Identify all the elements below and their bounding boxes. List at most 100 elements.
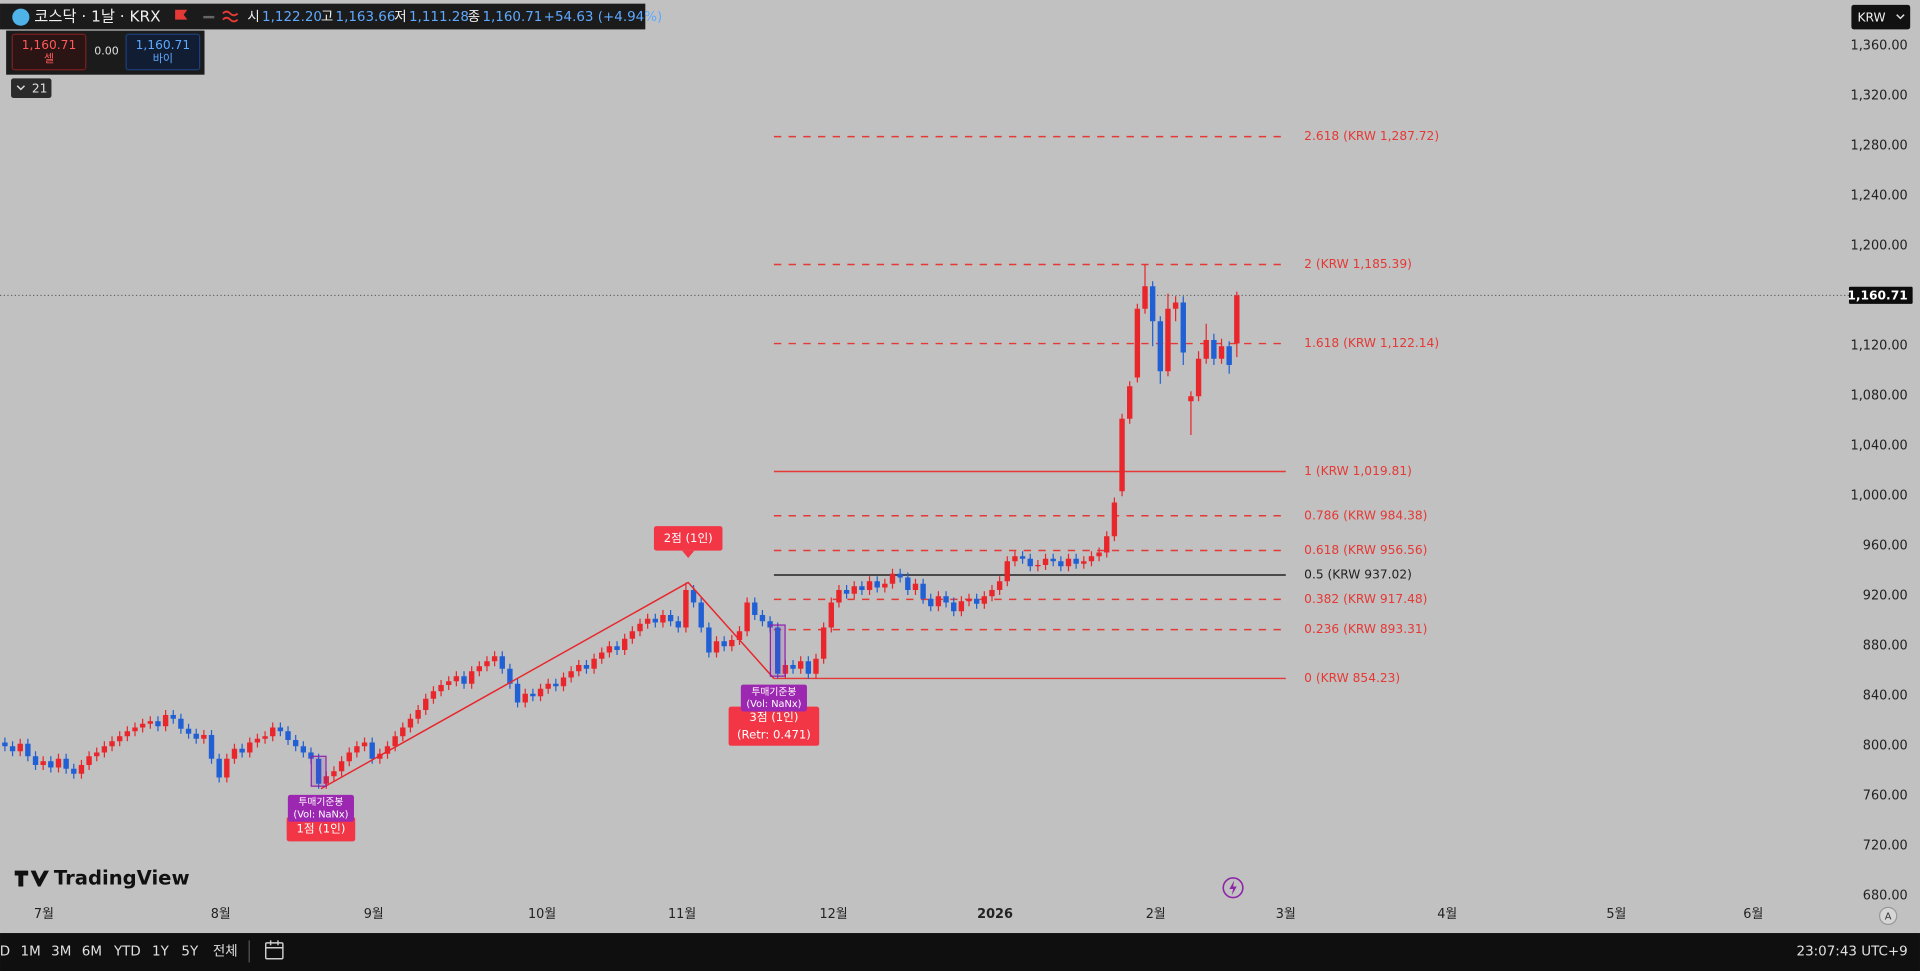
auto-scale-button[interactable] xyxy=(1878,906,1898,926)
candle-body xyxy=(759,614,766,622)
ohlc-label: 종 xyxy=(468,10,480,25)
currency-select[interactable] xyxy=(1851,4,1911,30)
candle-body xyxy=(882,583,888,588)
candle-body xyxy=(935,596,942,607)
flag-icon[interactable] xyxy=(175,9,188,20)
candle-body xyxy=(247,742,253,753)
marker-note: (Vol: NaNx) xyxy=(293,809,348,820)
candle-body xyxy=(1035,564,1041,567)
fib-level-label: 0 (KRW 854.23) xyxy=(1304,671,1400,685)
zigzag-label-pointer xyxy=(682,550,695,558)
candle-body xyxy=(193,733,199,739)
y-tick-label: 1,040.00 xyxy=(1851,439,1908,454)
candle-body xyxy=(499,656,505,669)
range-button[interactable]: 5Y xyxy=(181,944,199,959)
candle-body xyxy=(637,623,643,632)
candle-body xyxy=(874,581,880,588)
ohlc-value: 1,111.28 xyxy=(409,10,469,25)
marker-highlight xyxy=(310,755,327,787)
y-tick-label: 1,240.00 xyxy=(1851,189,1908,204)
candle-body xyxy=(576,664,582,672)
candle-body xyxy=(1012,556,1018,562)
x-tick-label: 4월 xyxy=(1437,907,1457,922)
candle-body xyxy=(430,691,437,699)
fib-level-label: 0.618 (KRW 956.56) xyxy=(1304,543,1427,557)
last-price-label: 1,160.71 xyxy=(1847,288,1907,302)
range-button[interactable]: 3M xyxy=(51,944,71,959)
candle-body xyxy=(545,683,551,689)
candle-body xyxy=(805,661,812,674)
candle-body xyxy=(208,734,215,759)
candle-body xyxy=(1096,552,1102,557)
candle-body xyxy=(155,721,161,727)
candle-body xyxy=(752,602,758,615)
y-tick-label: 680.00 xyxy=(1863,889,1908,904)
fib-level-label: 0.236 (KRW 893.31) xyxy=(1304,622,1427,636)
candle-body xyxy=(9,746,16,752)
candle-body xyxy=(78,764,85,774)
candle-body xyxy=(315,758,322,784)
candle-body xyxy=(491,656,498,662)
candle-body xyxy=(843,589,850,594)
x-tick-label: 5월 xyxy=(1606,907,1626,922)
symbol-title[interactable]: 코스닥 · 1날 · KRX xyxy=(34,8,160,26)
symbol-icon xyxy=(12,8,30,26)
range-button[interactable]: 전체 xyxy=(213,943,238,959)
candle-body xyxy=(614,646,620,650)
candle-body xyxy=(1188,396,1194,402)
candle-body xyxy=(2,742,8,747)
candle-body xyxy=(292,739,299,747)
sell-button[interactable] xyxy=(11,33,87,71)
candle-body xyxy=(644,618,651,624)
alert-icon[interactable] xyxy=(1222,877,1244,899)
last-price-tag xyxy=(1848,286,1913,304)
candle-body xyxy=(147,721,153,724)
candle-body xyxy=(1027,558,1033,567)
y-tick-label: 1,120.00 xyxy=(1851,339,1908,354)
candle-body xyxy=(32,756,39,765)
candle-body xyxy=(996,581,1003,590)
range-button[interactable]: 6M xyxy=(82,944,102,959)
candle-body xyxy=(1211,339,1217,359)
brand-name: TradingView xyxy=(54,867,190,890)
candle-body xyxy=(530,693,536,697)
candle-body xyxy=(1019,556,1026,559)
symbol-bar xyxy=(0,3,646,30)
compare-icon[interactable] xyxy=(222,10,239,23)
candle-body xyxy=(820,627,827,659)
candle-body xyxy=(1157,321,1164,372)
ohlc-value: 1,160.71 xyxy=(482,10,542,25)
candle-body xyxy=(55,758,62,768)
candle-body xyxy=(973,598,980,604)
buy-button[interactable] xyxy=(125,33,201,71)
calendar-button[interactable] xyxy=(264,942,284,960)
candle-body xyxy=(1142,286,1148,309)
range-button[interactable]: D xyxy=(0,944,10,959)
candle-body xyxy=(185,728,192,734)
candle-body xyxy=(270,727,276,737)
ohlc-value: 1,122.20 xyxy=(262,10,322,25)
indicators-toggle[interactable] xyxy=(11,78,52,98)
y-tick-label: 840.00 xyxy=(1863,689,1908,704)
candle-body xyxy=(40,761,46,765)
candle-body xyxy=(951,602,957,612)
candle-body xyxy=(813,658,819,674)
candle-body xyxy=(667,614,674,622)
candle-body xyxy=(721,641,727,647)
candle-body xyxy=(132,727,138,732)
range-button[interactable]: 1Y xyxy=(152,944,170,959)
zigzag-label-box xyxy=(653,526,723,551)
ohlc-label: 고 xyxy=(321,10,333,25)
candle-body xyxy=(162,714,169,727)
candle-body xyxy=(1134,308,1141,378)
range-button[interactable]: 1M xyxy=(21,944,41,959)
range-button[interactable]: YTD xyxy=(113,944,141,959)
zigzag-label: 3점 (1인) xyxy=(749,710,798,724)
candle-body xyxy=(170,714,176,719)
candle-body xyxy=(1104,536,1110,553)
candle-body xyxy=(94,752,100,757)
candle-body xyxy=(285,731,291,740)
y-tick-label: 1,360.00 xyxy=(1851,39,1908,54)
